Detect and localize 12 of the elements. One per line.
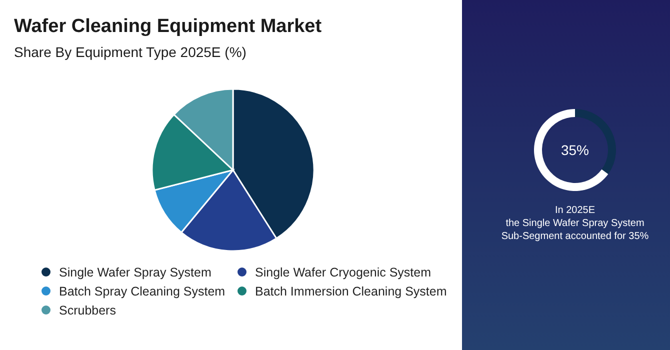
legend-label: Batch Immersion Cleaning System: [255, 284, 447, 298]
donut-slice: [534, 109, 608, 191]
text: In 2025E: [554, 205, 596, 216]
legend-label: Single Wafer Cryogenic System: [255, 266, 431, 280]
legend-label: Single Wafer Spray System: [59, 266, 212, 280]
text: the Single Wafer Spray System: [506, 218, 644, 229]
text: Sub-Segment accounted for 35%: [501, 231, 649, 242]
chart-subtitle: Share By Equipment Type 2025E (%): [14, 44, 246, 60]
legend-label: Scrubbers: [59, 304, 116, 318]
chart-title: Wafer Cleaning Equipment Market: [14, 16, 322, 37]
legend-label: Batch Spray Cleaning System: [59, 284, 226, 298]
data-label: 35%: [560, 142, 590, 158]
